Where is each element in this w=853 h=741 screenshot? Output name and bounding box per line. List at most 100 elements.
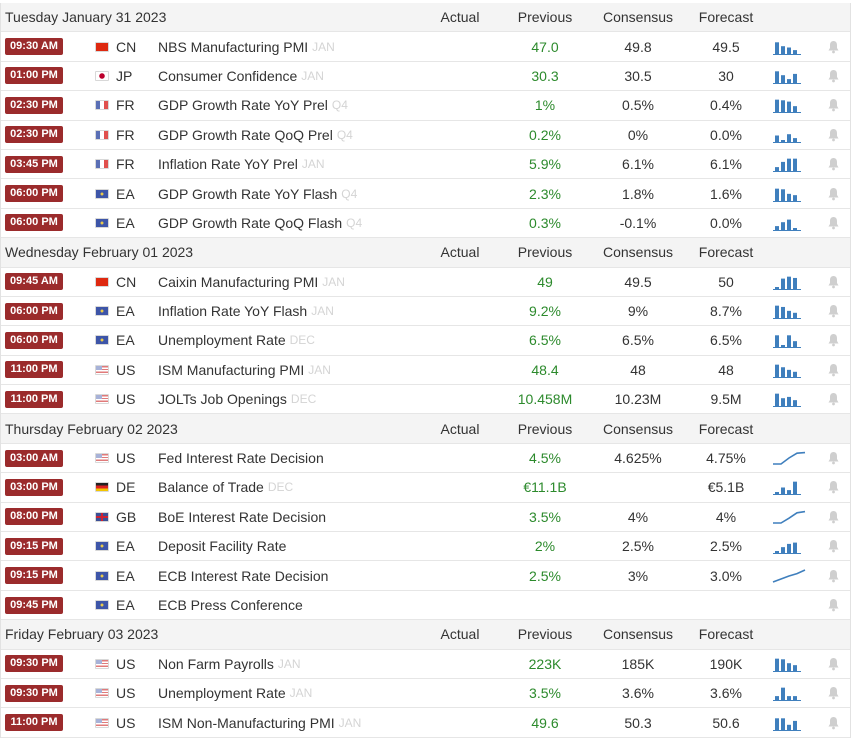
bell-icon[interactable] xyxy=(827,187,840,201)
bell-icon[interactable] xyxy=(827,392,840,406)
event-name-link[interactable]: Inflation Rate YoY Prel xyxy=(158,156,298,173)
event-row[interactable]: 09:15 PM EA Deposit Facility Rate 2% 2.5% 2.5… xyxy=(1,532,850,562)
sparkline-chart-icon[interactable] xyxy=(771,361,807,379)
event-name-link[interactable]: GDP Growth Rate YoY Flash xyxy=(158,185,338,202)
event-name-link[interactable]: Non Farm Payrolls xyxy=(158,655,274,672)
bell-icon[interactable] xyxy=(827,363,840,377)
bell-icon[interactable] xyxy=(827,451,840,465)
sparkline-bar xyxy=(775,188,779,201)
event-row[interactable]: 01:00 PM JP Consumer Confidence JAN 30.3 30.5… xyxy=(1,61,850,92)
event-row[interactable]: 11:00 PM US ISM Manufacturing PMI JAN 48.4 48… xyxy=(1,355,850,386)
bell-icon[interactable] xyxy=(827,128,840,142)
bell-icon[interactable] xyxy=(827,40,840,54)
flag-cell xyxy=(95,121,109,149)
event-row[interactable]: 06:00 PM EA Inflation Rate YoY Flash JAN 9.2… xyxy=(1,296,850,327)
bell-icon[interactable] xyxy=(827,157,840,171)
event-name-link[interactable]: Consumer Confidence xyxy=(158,67,298,84)
time-badge: 06:00 PM xyxy=(5,302,63,320)
bell-icon[interactable] xyxy=(827,539,840,553)
sparkline-chart-icon[interactable] xyxy=(771,655,807,673)
event-row[interactable]: 08:00 PM GB BoE Interest Rate Decision 3.5%… xyxy=(1,502,850,533)
sparkline-chart-icon[interactable] xyxy=(771,508,807,526)
bell-icon[interactable] xyxy=(827,657,840,671)
sparkline-chart-icon[interactable] xyxy=(771,567,807,585)
bell-icon[interactable] xyxy=(827,716,840,730)
sparkline-chart-icon[interactable] xyxy=(771,38,807,56)
sparkline-chart-icon[interactable] xyxy=(771,684,807,702)
event-row[interactable]: 06:00 PM EA GDP Growth Rate QoQ Flash Q4 0.3… xyxy=(1,208,850,239)
sparkline-chart-icon[interactable] xyxy=(771,214,807,232)
bell-icon[interactable] xyxy=(827,480,840,494)
bell-icon[interactable] xyxy=(827,510,840,524)
sparkline-chart-icon[interactable] xyxy=(771,155,807,173)
event-row[interactable]: 09:30 AM CN NBS Manufacturing PMI JAN 47.0 49… xyxy=(1,32,850,62)
us-flag-icon xyxy=(95,688,109,699)
sparkline-chart-icon[interactable] xyxy=(771,302,807,320)
event-row[interactable]: 09:30 PM US Unemployment Rate JAN 3.5% 3.6% 3.… xyxy=(1,678,850,709)
event-row[interactable]: 11:00 PM US JOLTs Job Openings DEC 10.458M 10… xyxy=(1,385,850,415)
event-name-link[interactable]: JOLTs Job Openings xyxy=(158,391,287,408)
flag-cell xyxy=(95,561,109,589)
sparkline-chart-icon[interactable] xyxy=(771,126,807,144)
event-name-link[interactable]: Fed Interest Rate Decision xyxy=(158,450,324,467)
event-row[interactable]: 02:30 PM FR GDP Growth Rate QoQ Prel Q4 0.2%… xyxy=(1,120,850,150)
column-header-previous: Previous xyxy=(517,420,573,437)
country-code: FR xyxy=(116,97,135,114)
bell-icon[interactable] xyxy=(827,686,840,700)
date-label: Wednesday February 01 2023 xyxy=(5,244,194,261)
event-name-link[interactable]: GDP Growth Rate QoQ Prel xyxy=(158,126,333,143)
event-name-link[interactable]: Unemployment Rate xyxy=(158,685,286,702)
event-name-link[interactable]: ECB Press Conference xyxy=(158,597,303,613)
sparkline-chart-icon[interactable] xyxy=(771,185,807,203)
bell-icon[interactable] xyxy=(827,275,840,289)
event-row[interactable]: 09:45 PM EA ECB Press Conference xyxy=(1,590,850,621)
previous-value: 10.458M xyxy=(517,391,573,408)
event-name-link[interactable]: ECB Interest Rate Decision xyxy=(158,567,329,584)
event-name-link[interactable]: NBS Manufacturing PMI xyxy=(158,38,309,55)
bell-icon[interactable] xyxy=(827,569,840,583)
event-row[interactable]: 06:00 PM EA GDP Growth Rate YoY Flash Q4 2.3… xyxy=(1,179,850,209)
event-row[interactable]: 03:00 PM DE Balance of Trade DEC €11.1B €5.1B xyxy=(1,473,850,503)
alert-cell xyxy=(825,591,841,619)
sparkline-chart-icon[interactable] xyxy=(771,331,807,349)
sparkline-chart-icon[interactable] xyxy=(771,537,807,555)
event-name-link[interactable]: Unemployment Rate xyxy=(158,332,286,349)
event-row[interactable]: 09:30 PM US Non Farm Payrolls JAN 223K 185K 19… xyxy=(1,649,850,679)
sparkline-chart-icon[interactable] xyxy=(771,449,807,467)
flag-cell xyxy=(95,62,109,90)
event-row[interactable]: 02:30 PM FR GDP Growth Rate YoY Prel Q4 1% 0.… xyxy=(1,91,850,121)
sparkline-chart-icon[interactable] xyxy=(771,714,807,732)
event-name-link[interactable]: ISM Non-Manufacturing PMI xyxy=(158,714,335,731)
sparkline-cell xyxy=(769,209,809,237)
event-name-link[interactable]: Caixin Manufacturing PMI xyxy=(158,273,319,290)
bell-icon[interactable] xyxy=(827,69,840,83)
bell-icon[interactable] xyxy=(827,598,840,612)
previous-value: 3.5% xyxy=(529,508,561,525)
event-row[interactable]: 03:00 AM US Fed Interest Rate Decision 4.5%… xyxy=(1,443,850,474)
event-name-link[interactable]: Deposit Facility Rate xyxy=(158,538,287,555)
event-name-link[interactable]: GDP Growth Rate QoQ Flash xyxy=(158,214,343,231)
event-name-link[interactable]: ISM Manufacturing PMI xyxy=(158,361,305,378)
event-row[interactable]: 06:00 PM EA Unemployment Rate DEC 6.5% 6.5% 6.… xyxy=(1,326,850,356)
event-row[interactable]: 09:45 AM CN Caixin Manufacturing PMI JAN 49 4… xyxy=(1,267,850,297)
ea-flag-icon xyxy=(95,570,109,581)
event-name-link[interactable]: BoE Interest Rate Decision xyxy=(158,508,327,525)
bell-icon[interactable] xyxy=(827,98,840,112)
event-row[interactable]: 03:45 PM FR Inflation Rate YoY Prel JAN 5.9%… xyxy=(1,149,850,180)
bell-icon[interactable] xyxy=(827,304,840,318)
event-name-link[interactable]: Inflation Rate YoY Flash xyxy=(158,303,308,320)
sparkline-chart-icon[interactable] xyxy=(771,96,807,114)
bell-icon[interactable] xyxy=(827,216,840,230)
time-badge: 03:00 AM xyxy=(5,449,63,467)
date-header-row: Friday February 03 2023 Actual Previous Con… xyxy=(1,620,850,650)
actual-value xyxy=(421,121,499,149)
event-name-link[interactable]: Balance of Trade xyxy=(158,479,264,496)
bell-icon[interactable] xyxy=(827,333,840,347)
sparkline-chart-icon[interactable] xyxy=(771,67,807,85)
event-row[interactable]: 09:15 PM EA ECB Interest Rate Decision 2.5%… xyxy=(1,561,850,591)
sparkline-chart-icon[interactable] xyxy=(771,478,807,496)
event-row[interactable]: 11:00 PM US ISM Non-Manufacturing PMI JAN 49… xyxy=(1,708,850,738)
sparkline-chart-icon[interactable] xyxy=(771,390,807,408)
event-name-link[interactable]: GDP Growth Rate YoY Prel xyxy=(158,97,328,114)
sparkline-chart-icon[interactable] xyxy=(771,273,807,291)
